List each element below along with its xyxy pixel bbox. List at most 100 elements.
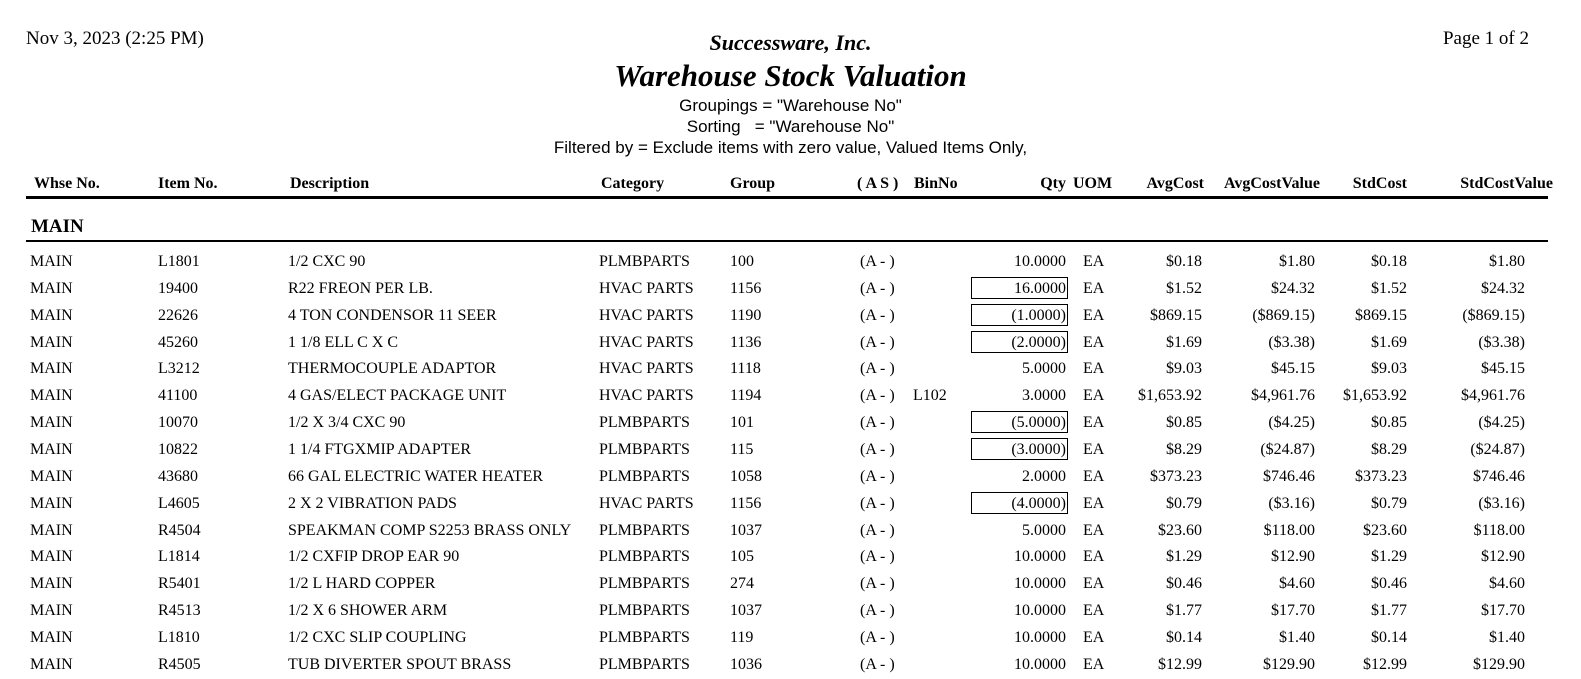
cell-item: R4513: [158, 602, 201, 620]
cell-as: (A - ): [860, 279, 895, 297]
cell-description: 1/2 CXFIP DROP EAR 90: [288, 548, 460, 566]
cell-whse: MAIN: [30, 333, 73, 351]
cell-item: 10070: [158, 414, 198, 432]
table-row: MAIN L1814 1/2 CXFIP DROP EAR 90 PLMBPARTS 1…: [0, 544, 1581, 571]
cell-as: (A - ): [860, 628, 895, 646]
sorting-text: Sorting = "Warehouse No": [686, 117, 895, 136]
cell-category: HVAC PARTS: [599, 360, 694, 378]
cell-whse: MAIN: [30, 494, 73, 512]
cell-uom: EA: [1083, 548, 1105, 566]
cell-category: HVAC PARTS: [599, 494, 694, 512]
cell-as: (A - ): [860, 602, 895, 620]
cell-as: (A - ): [860, 440, 895, 458]
cell-group: 1194: [730, 387, 762, 405]
cell-qty: 5.0000: [1022, 360, 1066, 378]
cell-category: PLMBPARTS: [599, 521, 690, 539]
cell-whse: MAIN: [30, 628, 73, 646]
cell-category: HVAC PARTS: [599, 306, 694, 324]
cell-description: 4 GAS/ELECT PACKAGE UNIT: [288, 387, 507, 405]
qty-highlight-box: [971, 437, 1068, 460]
cell-whse: MAIN: [30, 467, 73, 485]
cell-uom: EA: [1083, 387, 1105, 405]
cell-avgcost: $8.29: [1166, 440, 1202, 458]
cell-stdcost: $0.46: [1371, 575, 1407, 593]
cell-stdcost: $0.85: [1371, 414, 1407, 432]
cell-qty: 16.0000: [1014, 279, 1066, 297]
page-number: Page 1 of 2: [1442, 28, 1529, 49]
col-header-uom: UOM: [1073, 175, 1113, 192]
cell-item: 45260: [158, 333, 198, 351]
cell-category: PLMBPARTS: [599, 655, 690, 673]
cell-item: 41100: [158, 387, 198, 405]
cell-category: PLMBPARTS: [599, 253, 690, 270]
cell-qty: (4.0000): [1011, 494, 1066, 512]
cell-stdcost: $9.03: [1371, 360, 1407, 378]
cell-group: 1156: [730, 279, 762, 297]
cell-avgcostvalue: $24.32: [1271, 279, 1315, 297]
cell-description: THERMOCOUPLE ADAPTOR: [288, 360, 497, 378]
cell-whse: MAIN: [30, 440, 73, 458]
cell-item: L3212: [158, 360, 200, 378]
table-row: MAIN 45260 1 1/8 ELL C X C HVAC PARTS 1136 (A…: [0, 330, 1581, 357]
col-header-stdcostvalue: StdCostValue: [1460, 175, 1553, 192]
cell-qty: 10.0000: [1014, 602, 1066, 620]
cell-whse: MAIN: [30, 655, 73, 673]
cell-description: 4 TON CONDENSOR 11 SEER: [288, 306, 497, 324]
table-row: MAIN R4513 1/2 X 6 SHOWER ARM PLMBPARTS 1037…: [0, 598, 1581, 625]
cell-as: (A - ): [860, 521, 895, 539]
cell-item: 19400: [158, 279, 198, 297]
cell-qty: 2.0000: [1022, 467, 1066, 485]
cell-group: 100: [730, 253, 754, 270]
cell-avgcostvalue: ($3.16): [1268, 494, 1315, 512]
qty-highlight-box: [971, 303, 1068, 326]
table-row: MAIN 10822 1 1/4 FTGXMIP ADAPTER PLMBPARTS 1…: [0, 437, 1581, 464]
cell-avgcost: $0.14: [1166, 628, 1202, 646]
cell-avgcostvalue: $1.40: [1279, 628, 1315, 646]
cell-category: HVAC PARTS: [599, 387, 694, 405]
cell-avgcostvalue: $4,961.76: [1251, 387, 1315, 405]
cell-group: 274: [730, 575, 754, 593]
cell-avgcost: $1.52: [1166, 279, 1202, 297]
table-row: MAIN L1810 1/2 CXC SLIP COUPLING PLMBPARTS 1…: [0, 625, 1581, 652]
cell-stdcostvalue: $4,961.76: [1461, 387, 1525, 405]
cell-stdcostvalue: $1.40: [1489, 628, 1525, 646]
cell-description: 66 GAL ELECTRIC WATER HEATER: [288, 467, 544, 485]
cell-qty: (3.0000): [1011, 440, 1066, 458]
cell-whse: MAIN: [30, 387, 73, 405]
cell-group: 1037: [730, 602, 762, 620]
company-name: Successware, Inc.: [709, 30, 872, 55]
cell-description: R22 FREON PER LB.: [288, 279, 433, 297]
cell-avgcost: $0.85: [1166, 414, 1202, 432]
cell-uom: EA: [1083, 494, 1105, 512]
qty-highlight-box: [971, 411, 1068, 434]
cell-group: 1136: [730, 333, 762, 351]
cell-stdcostvalue: $129.90: [1473, 655, 1525, 673]
table-row: MAIN L3212 THERMOCOUPLE ADAPTOR HVAC PARTS 1…: [0, 356, 1581, 383]
cell-stdcostvalue: $4.60: [1489, 575, 1525, 593]
cell-group: 115: [730, 440, 754, 458]
cell-category: PLMBPARTS: [599, 575, 690, 593]
cell-stdcostvalue: ($3.16): [1478, 494, 1525, 512]
cell-group: 1037: [730, 521, 762, 539]
table-row: MAIN L1801 1/2 CXC 90 PLMBPARTS 100 (A - ) 10.…: [0, 249, 1581, 276]
cell-stdcost: $1.77: [1371, 602, 1407, 620]
col-header-item: Item No.: [158, 175, 218, 192]
cell-avgcost: $1.77: [1166, 602, 1202, 620]
table-row: MAIN 10070 1/2 X 3/4 CXC 90 PLMBPARTS 101 (A …: [0, 410, 1581, 437]
cell-item: L1801: [158, 253, 200, 270]
col-header-stdcost: StdCost: [1352, 175, 1407, 192]
cell-avgcost: $1.29: [1166, 548, 1202, 566]
cell-item: R4504: [158, 521, 201, 539]
cell-whse: MAIN: [30, 414, 73, 432]
cell-item: L1814: [158, 548, 200, 566]
col-header-bin: BinNo: [914, 175, 958, 192]
cell-stdcostvalue: $746.46: [1473, 467, 1525, 485]
cell-description: TUB DIVERTER SPOUT BRASS: [288, 655, 512, 673]
table-row: MAIN R4504 SPEAKMAN COMP S2253 BRASS ONLY P…: [0, 518, 1581, 545]
col-header-group: Group: [730, 175, 776, 192]
cell-group: 105: [730, 548, 754, 566]
cell-stdcostvalue: ($3.38): [1478, 333, 1525, 351]
cell-avgcost: $0.46: [1166, 575, 1202, 593]
cell-avgcostvalue: ($24.87): [1260, 440, 1315, 458]
